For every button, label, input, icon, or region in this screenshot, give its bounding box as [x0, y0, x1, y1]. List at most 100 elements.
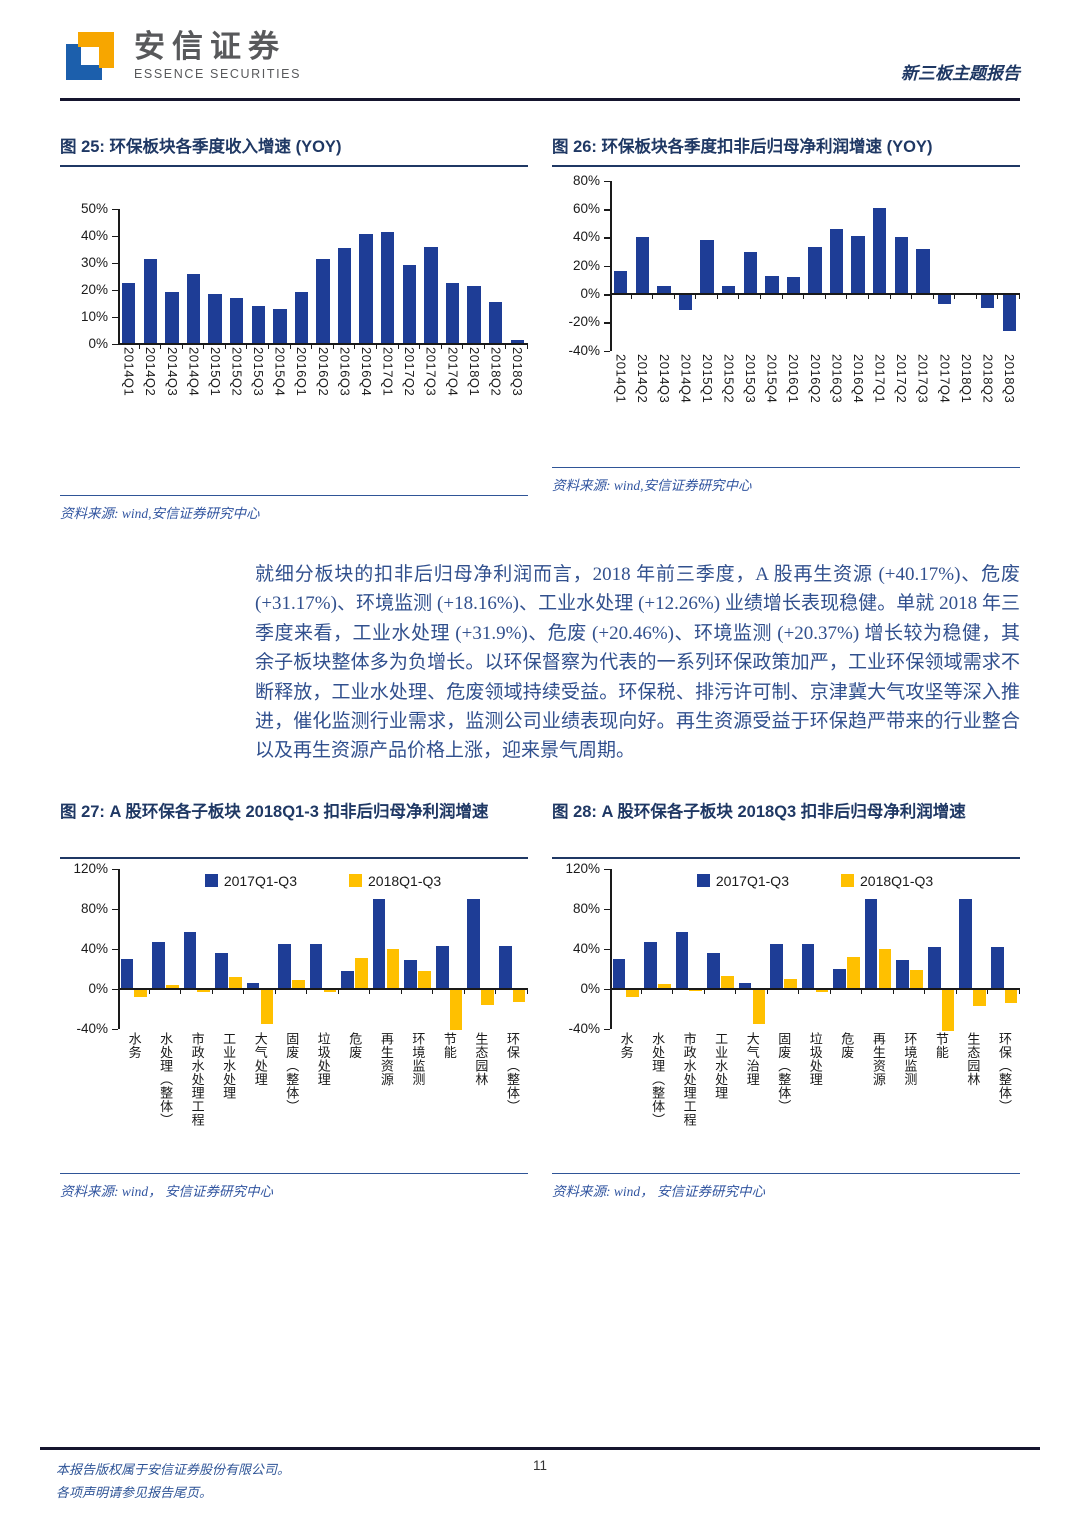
report-type-label: 新三板主题报告 — [901, 64, 1020, 83]
legend-label: 2017Q1-Q3 — [715, 872, 789, 889]
x-axis-tick — [400, 988, 402, 994]
bar — [657, 285, 671, 295]
y-tick-mark — [112, 988, 118, 991]
bar — [292, 979, 305, 989]
x-axis-label: 2015Q3 — [743, 353, 759, 404]
figure-28-chart: -40% 0% 40% 80% 120% 2017Q1-Q3 2018Q1-Q3 水务 水处理（… — [552, 859, 1020, 1165]
x-axis-label: 水处理（整体） — [650, 1031, 666, 1127]
bar — [337, 247, 352, 344]
y-tick-mark — [604, 209, 610, 211]
x-axis-tick — [695, 294, 697, 300]
x-axis-tick — [462, 343, 464, 349]
bar — [873, 207, 887, 295]
bar — [721, 975, 734, 989]
bar — [183, 931, 197, 989]
x-axis-tick — [955, 988, 957, 994]
x-axis-tick — [211, 988, 213, 994]
legend-item: 2018Q1-Q3 — [349, 873, 441, 889]
x-axis-line — [610, 987, 1020, 990]
y-tick-label: 80% — [572, 172, 600, 188]
x-axis-label: 2015Q4 — [764, 353, 780, 404]
bar — [973, 988, 986, 1006]
figures-row-top: 图 25: 环保板块各季度收入增速 (YOY) 0% 10% 20% 30% 40% 50… — [60, 135, 1020, 522]
x-axis-label: 2017Q4 — [937, 353, 953, 404]
x-axis-tick — [846, 294, 848, 300]
bar — [120, 958, 134, 989]
x-axis-label: 节能 — [933, 1031, 949, 1059]
x-axis-tick — [829, 988, 831, 994]
x-axis-label: 2015Q4 — [272, 346, 288, 397]
x-axis-tick — [803, 294, 805, 300]
x-axis-tick — [495, 988, 497, 994]
x-axis-label: 2016Q2 — [315, 346, 331, 397]
x-axis-label: 2017Q2 — [894, 353, 910, 404]
x-axis-label: 2017Q2 — [402, 346, 418, 397]
x-axis-label: 2015Q3 — [251, 346, 267, 397]
x-axis-label: 2018Q1 — [466, 346, 482, 397]
bar — [134, 988, 147, 997]
x-axis-tick — [889, 294, 891, 300]
y-tick-mark — [112, 948, 118, 951]
x-axis-tick — [463, 988, 465, 994]
bar — [801, 943, 815, 989]
x-axis-tick — [243, 988, 245, 994]
footer-line-2: 各项声明请参见报告尾页。 — [56, 1485, 213, 1501]
y-tick-label: 10% — [80, 308, 108, 324]
bar — [512, 988, 526, 1002]
bar — [449, 988, 463, 1030]
figure-28-source: 资料来源: wind， 安信证券研究中心 — [552, 1172, 1020, 1200]
x-axis-line — [118, 987, 528, 990]
x-axis-label: 环保（整体） — [996, 1031, 1012, 1113]
figure-26-chart: -40% -20% 0% 20% 40% 60% 80% 2014Q1 2014Q2 2014Q3… — [552, 167, 1020, 459]
x-axis-tick — [824, 294, 826, 300]
y-tick-mark — [604, 1028, 610, 1031]
body-paragraph: 就细分板块的扣非后归母净利润而言，2018 年前三季度，A 股再生资源 (+40… — [255, 563, 1020, 762]
x-axis-label: 2014Q4 — [186, 346, 202, 397]
bar — [941, 988, 955, 1031]
x-axis-label: 2018Q1 — [958, 353, 974, 404]
x-axis-label: 环境监测 — [902, 1031, 918, 1086]
footer-line-1: 本报告版权属于安信证券股份有限公司。 — [56, 1462, 291, 1477]
x-axis-label: 固废（整体） — [284, 1031, 300, 1113]
x-axis-line — [610, 293, 1020, 296]
x-axis-label: 2014Q3 — [164, 346, 180, 397]
legend-swatch-2018-icon — [841, 874, 854, 888]
bar — [864, 898, 878, 989]
figure-25: 图 25: 环保板块各季度收入增速 (YOY) 0% 10% 20% 30% 40% 50… — [60, 135, 528, 522]
bar — [786, 277, 801, 295]
bar — [707, 952, 720, 989]
x-axis-tick — [911, 294, 913, 300]
x-axis-tick — [738, 294, 740, 300]
x-axis-label: 水务 — [618, 1031, 634, 1059]
y-axis-line — [118, 208, 120, 344]
bar — [635, 237, 650, 295]
x-axis-label: 2014Q4 — [678, 353, 694, 404]
x-axis-label: 2016Q1 — [294, 346, 310, 397]
bar — [721, 285, 736, 295]
bar — [980, 294, 995, 309]
x-axis-label: 再生资源 — [870, 1031, 886, 1086]
bar — [309, 943, 323, 989]
y-tick-mark — [112, 262, 118, 265]
bar — [186, 273, 201, 344]
x-axis-tick — [224, 343, 226, 349]
bar — [833, 968, 846, 989]
x-axis-label: 节能 — [441, 1031, 457, 1059]
y-tick-mark — [604, 237, 610, 239]
x-axis-label: 2016Q1 — [786, 353, 802, 404]
x-axis-tick — [505, 343, 507, 349]
x-axis-tick — [652, 294, 654, 300]
x-axis-tick — [975, 294, 977, 300]
x-axis-label: 生态园林 — [965, 1031, 981, 1086]
bar — [229, 297, 244, 344]
x-axis-label: 水处理（整体） — [158, 1031, 174, 1127]
x-axis-tick — [203, 343, 205, 349]
x-axis-tick — [527, 343, 528, 349]
y-tick-mark — [112, 1028, 118, 1031]
bar — [765, 275, 779, 295]
figures-row-bottom: 图 27: A 股环保各子板块 2018Q1-3 扣非后归母净利润增速 -40%… — [60, 800, 1020, 1200]
x-axis-label: 危废 — [839, 1031, 855, 1059]
brand: 安信证券 ESSENCE SECURITIES — [60, 26, 301, 86]
bar — [372, 898, 386, 989]
x-axis-label: 2014Q1 — [121, 346, 137, 397]
